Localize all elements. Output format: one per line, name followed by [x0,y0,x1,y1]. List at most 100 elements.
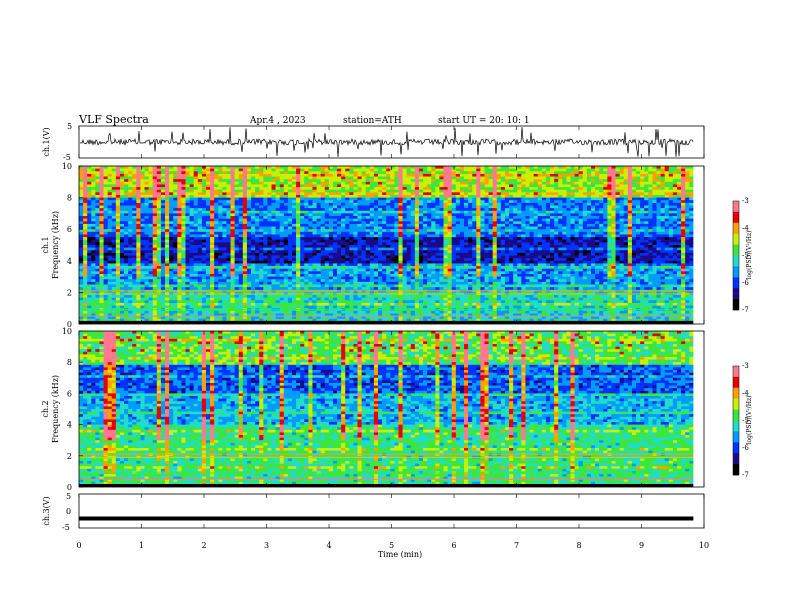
spectrogram-cell [616,250,620,253]
ch1-spectrogram-panel: 0246810 ch.1 Frequency (kHz) [41,162,704,329]
spectrogram-cell [513,232,517,235]
spectrogram-cell [239,234,243,237]
spectrogram-cell [452,234,456,237]
spectrogram-cell [542,234,546,237]
spectrogram-cell [378,211,382,214]
spectrogram-cell [304,200,308,203]
spectrogram-cell [403,242,407,245]
spectrogram-cell [444,166,448,169]
spectrogram-cell [366,221,370,224]
spectrogram-cell [431,221,435,224]
spectrogram-cell [99,213,103,216]
spectrogram-cell [489,177,493,180]
spectrogram-cell [460,211,464,214]
spectrogram-cell [464,187,468,190]
spectrogram-cell [513,224,517,227]
spectrogram-cell [132,245,136,248]
spectrogram-cell [611,198,615,201]
spectrogram-cell [226,216,230,219]
spectrogram-cell [575,250,579,253]
spectrogram-cell [161,174,165,177]
spectrogram-cell [550,192,554,195]
spectrogram-cell [472,219,476,222]
spectrogram-cell [149,174,153,177]
spectrogram-cell [198,200,202,203]
spectrogram-cell [517,229,521,232]
spectrogram-cell [571,219,575,222]
spectrogram-cell [497,227,501,230]
spectrogram-cell [181,237,185,240]
spectrogram-cell [599,177,603,180]
spectrogram-cell [464,248,468,251]
spectrogram-cell [243,237,247,240]
spectrogram-cell [390,234,394,237]
spectrogram-cell [480,216,484,219]
spectrogram-cell [591,171,595,174]
spectrogram-cell [644,182,648,185]
spectrogram-cell [288,250,292,253]
spectrogram-cell [304,232,308,235]
spectrogram-cell [497,177,501,180]
spectrogram-cell [321,171,325,174]
spectrogram-cell [636,221,640,224]
spectrogram-cell [448,166,452,169]
spectrogram-cell [349,242,353,245]
spectrogram-cell [624,206,628,209]
spectrogram-cell [599,179,603,182]
spectrogram-cell [382,174,386,177]
spectrogram-cell [292,219,296,222]
spectrogram-cell [484,171,488,174]
spectrogram-cell [243,171,247,174]
spectrogram-cell [657,182,661,185]
spectrogram-cell [591,219,595,222]
spectrogram-cell [149,179,153,182]
spectrogram-cell [407,182,411,185]
spectrogram-cell [480,219,484,222]
spectrogram-cell [157,177,161,180]
spectrogram-cell [317,195,321,198]
spectrogram-cell [566,229,570,232]
spectrogram-cell [358,177,362,180]
spectrogram-cell [362,250,366,253]
spectrogram-cell [489,174,493,177]
spectrogram-cell [448,192,452,195]
spectrogram-cell [284,237,288,240]
spectrogram-cell [620,237,624,240]
spectrogram-cell [452,227,456,230]
spectrogram-cell [382,234,386,237]
spectrogram-cell [456,250,460,253]
spectrogram-cell [337,190,341,193]
spectrogram-cell [345,203,349,206]
spectrogram-cell [501,200,505,203]
spectrogram-cell [554,240,558,243]
spectrogram-cell [484,182,488,185]
spectrogram-cell [239,216,243,219]
spectrogram-cell [419,213,423,216]
spectrogram-cell [435,169,439,172]
spectrogram-cell [185,182,189,185]
spectrogram-cell [636,242,640,245]
spectrogram-cell [595,221,599,224]
spectrogram-cell [247,169,251,172]
spectrogram-cell [120,213,124,216]
spectrogram-cell [296,248,300,251]
spectrogram-cell [571,195,575,198]
spectrogram-cell [353,190,357,193]
spectrogram-cell [362,200,366,203]
spectrogram-cell [419,203,423,206]
spectrogram-cell [95,227,99,230]
spectrogram-cell [620,206,624,209]
spectrogram-cell [251,192,255,195]
spectrogram-cell [104,213,108,216]
spectrogram-cell [235,187,239,190]
spectrogram-cell [177,203,181,206]
spectrogram-cell [267,198,271,201]
spectrogram-cell [157,182,161,185]
spectrogram-cell [206,190,210,193]
spectrogram-cell [669,211,673,214]
spectrogram-cell [173,219,177,222]
spectrogram-cell [255,219,259,222]
spectrogram-cell [247,203,251,206]
spectrogram-cell [272,234,276,237]
spectrogram-cell [304,250,308,253]
